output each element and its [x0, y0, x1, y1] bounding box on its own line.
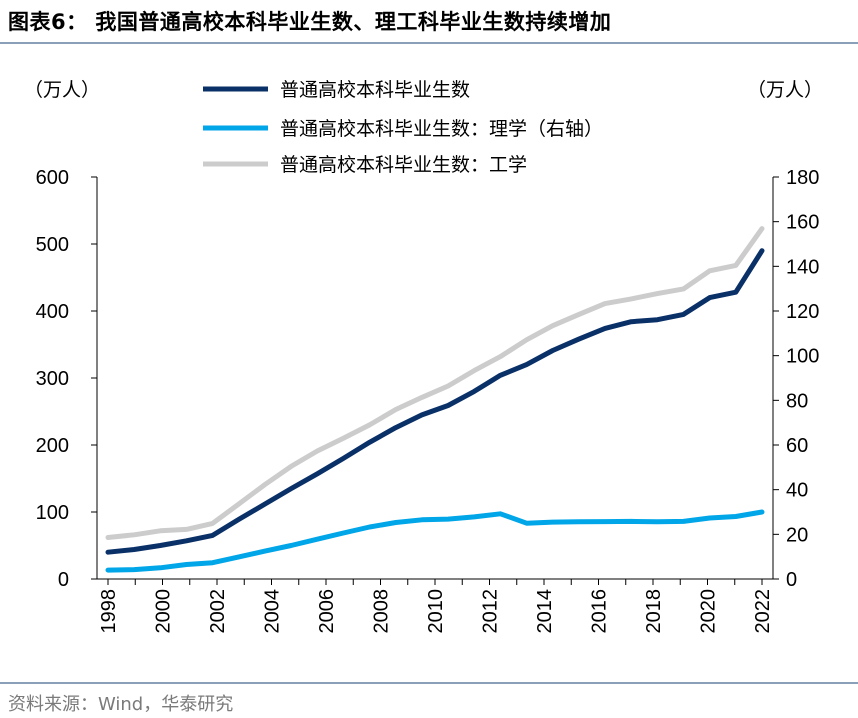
x-tick-label: 2014 — [534, 589, 556, 634]
legend-label-3: 普通高校本科毕业生数：工学 — [280, 154, 527, 176]
left-tick-label: 0 — [58, 569, 69, 591]
series-line-2 — [105, 509, 765, 573]
x-tick-label: 2004 — [262, 589, 284, 634]
series-line-3 — [105, 226, 765, 540]
x-tick-label: 2010 — [425, 589, 447, 634]
legend-label-2: 普通高校本科毕业生数：理学（右轴） — [280, 118, 603, 140]
x-tick-label: 2020 — [698, 589, 720, 634]
x-tick-label: 2016 — [589, 589, 611, 634]
left-tick-label: 600 — [36, 167, 69, 189]
footer-divider — [0, 682, 858, 684]
x-tick-label: 2022 — [752, 589, 774, 634]
right-tick-label: 60 — [786, 435, 808, 457]
right-tick-label: 140 — [786, 256, 819, 278]
x-tick-label: 2006 — [316, 589, 338, 634]
x-tick-label: 2012 — [480, 589, 502, 634]
x-tick-label: 2002 — [207, 589, 229, 634]
right-tick-label: 180 — [786, 167, 819, 189]
x-tick-label: 2018 — [643, 589, 665, 634]
title-bar: 图表6： 我国普通高校本科毕业生数、理工科毕业生数持续增加 — [0, 0, 858, 44]
right-tick-label: 80 — [786, 390, 808, 412]
page-title: 图表6： 我国普通高校本科毕业生数、理工科毕业生数持续增加 — [8, 10, 612, 34]
x-tick-label: 1998 — [98, 589, 120, 634]
right-tick-label: 120 — [786, 301, 819, 323]
left-axis-unit: （万人） — [24, 79, 100, 101]
right-axis-unit: （万人） — [747, 79, 823, 101]
left-tick-label: 200 — [36, 435, 69, 457]
legend-label-1: 普通高校本科毕业生数 — [280, 79, 470, 101]
x-tick-label: 2008 — [371, 589, 393, 634]
series-line-1 — [105, 248, 765, 555]
right-tick-label: 40 — [786, 480, 808, 502]
right-tick-label: 160 — [786, 212, 819, 234]
left-tick-label: 100 — [36, 502, 69, 524]
right-tick-label: 100 — [786, 346, 819, 368]
right-tick-label: 20 — [786, 524, 808, 546]
x-tick-label: 2000 — [153, 589, 175, 634]
right-tick-label: 0 — [786, 569, 797, 591]
line-chart: 0 100 200 300 400 500 600 0 20 40 60 80 100 120 140 160… — [24, 79, 823, 634]
left-tick-label: 500 — [36, 234, 69, 256]
left-tick-label: 400 — [36, 301, 69, 323]
source-note: 资料来源：Wind，华泰研究 — [8, 694, 234, 715]
left-tick-label: 300 — [36, 368, 69, 390]
